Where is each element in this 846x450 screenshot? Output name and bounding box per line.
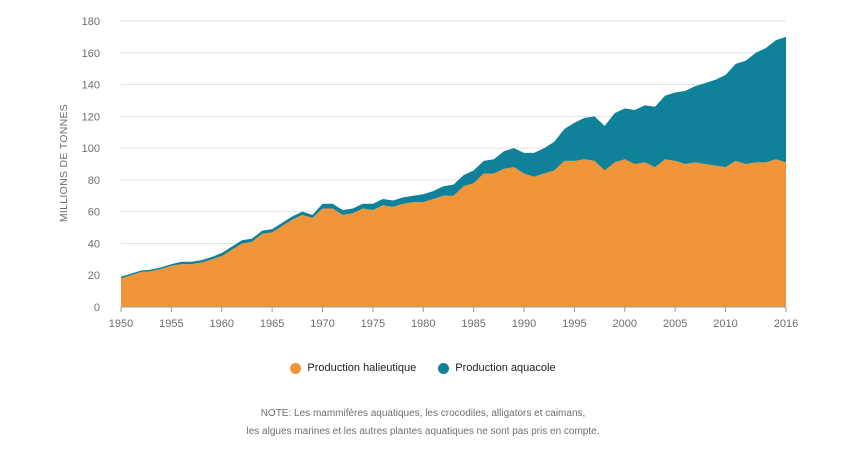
- y-tick-label: 140: [82, 80, 100, 92]
- x-tick-label: 1965: [260, 318, 284, 330]
- legend-swatch-teal: [438, 362, 450, 374]
- x-tick-label: 1980: [411, 318, 435, 330]
- legend: Production halieutique Production aquaco…: [0, 362, 846, 374]
- y-axis: 0 20 40 60 80 100 120 140 160 180: [82, 16, 100, 314]
- area-series-group: [121, 36, 786, 307]
- legend-swatch-orange: [290, 362, 302, 374]
- y-tick-label: 100: [82, 143, 100, 155]
- y-tick-label: 60: [88, 207, 100, 219]
- y-tick-label: 80: [88, 175, 100, 187]
- x-tick-label: 1975: [361, 318, 385, 330]
- x-tick-label: 1995: [562, 318, 586, 330]
- legend-label: Production halieutique: [307, 362, 417, 374]
- x-tick-label: 1985: [461, 318, 485, 330]
- y-tick-label: 120: [82, 111, 100, 123]
- x-tick-label: 2005: [663, 318, 687, 330]
- y-tick-label: 20: [88, 270, 100, 282]
- x-tick-label: 2000: [613, 318, 637, 330]
- legend-item-production-halieutique[interactable]: Production halieutique: [290, 362, 416, 374]
- note-line-1: NOTE: Les mammifères aquatiques, les cro…: [260, 408, 586, 419]
- y-tick-label: 0: [94, 302, 100, 314]
- stacked-area-chart: 1950 1955 1960 1965 1970 1975 1980 1985 1990 1995…: [58, 16, 798, 330]
- x-tick-label: 1950: [109, 318, 133, 330]
- note-line-2: les algues marines et les autres plantes…: [246, 426, 600, 437]
- area-series-production-aquacole: [121, 36, 786, 279]
- y-tick-label: 180: [82, 16, 100, 28]
- chart-note: NOTE: Les mammifères aquatiques, les cro…: [0, 405, 846, 441]
- x-tick-label: 1955: [159, 318, 183, 330]
- x-tick-label: 2010: [713, 318, 737, 330]
- y-axis-title: MILLIONS DE TONNES: [58, 104, 70, 222]
- x-tick-label: 1960: [210, 318, 234, 330]
- x-axis: 1950 1955 1960 1965 1970 1975 1980 1985 1990 1995…: [109, 306, 798, 330]
- legend-label: Production aquacole: [455, 362, 556, 374]
- x-tick-label: 2016: [774, 318, 798, 330]
- area-series-production-halieutique: [121, 159, 786, 307]
- y-tick-label: 40: [88, 238, 100, 250]
- x-tick-label: 1990: [512, 318, 536, 330]
- legend-item-production-aquacole[interactable]: Production aquacole: [438, 362, 556, 374]
- x-tick-label: 1970: [310, 318, 334, 330]
- y-tick-label: 160: [82, 48, 100, 60]
